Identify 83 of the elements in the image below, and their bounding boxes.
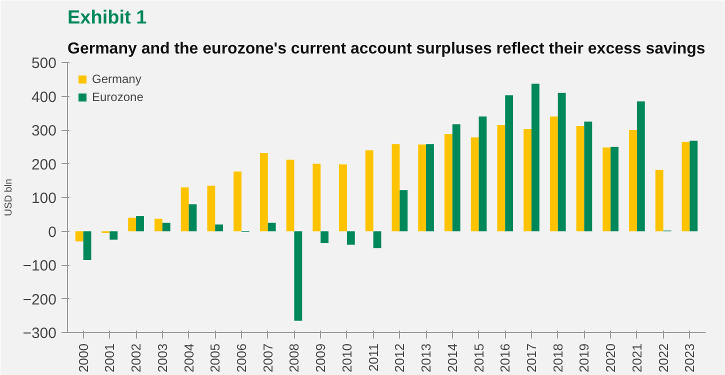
bar	[602, 148, 611, 232]
bar	[128, 218, 136, 232]
x-tick-label: 2011	[366, 343, 381, 372]
bar	[629, 130, 637, 232]
bar	[584, 122, 592, 232]
x-tick-label: 2022	[656, 344, 671, 372]
bar	[452, 124, 460, 232]
bar	[426, 144, 434, 232]
bar	[320, 231, 328, 244]
bar	[294, 231, 302, 321]
x-tick-label: 2023	[682, 344, 698, 372]
bar	[558, 92, 566, 232]
bar	[215, 224, 224, 232]
y-tick-label: 0	[48, 224, 56, 241]
x-tick-label: 2006	[234, 344, 249, 372]
y-tick-label: 100	[31, 190, 57, 207]
bar	[83, 231, 92, 260]
bar	[339, 164, 347, 232]
bar	[470, 137, 479, 232]
bar	[365, 150, 374, 232]
x-tick-label: 2002	[128, 344, 144, 372]
x-tick-label: 2010	[339, 344, 354, 372]
bar	[188, 204, 197, 232]
bar	[400, 190, 408, 232]
bar	[576, 126, 584, 232]
bar	[392, 144, 400, 232]
x-tick-label: 2000	[76, 344, 91, 372]
x-tick-label: 2021	[629, 344, 644, 372]
bar	[234, 172, 242, 232]
x-tick-label: 2007	[260, 344, 276, 372]
x-tick-label: 2018	[550, 344, 566, 372]
bar	[418, 144, 426, 232]
x-tick-label: 2012	[392, 344, 408, 372]
bar	[268, 222, 276, 232]
x-tick-label: 2017	[524, 344, 539, 372]
x-tick-label: 2019	[576, 344, 592, 372]
x-tick-label: 2001	[102, 344, 118, 372]
x-tick-label: 2005	[208, 344, 223, 372]
x-tick-label: 2020	[603, 344, 618, 372]
y-tick-label: −100	[22, 258, 57, 274]
y-tick-label: −300	[22, 325, 57, 342]
bar	[524, 128, 532, 232]
bar	[636, 101, 645, 232]
x-tick-label: 2009	[313, 344, 328, 372]
bar	[312, 164, 321, 232]
y-tick-label: 300	[31, 122, 57, 140]
y-tick-label: 200	[31, 156, 57, 174]
bar	[75, 231, 84, 242]
y-tick-label: 500	[31, 55, 57, 72]
bar	[136, 216, 144, 232]
bar	[346, 231, 355, 245]
x-tick-label: 2015	[471, 344, 486, 372]
bar	[110, 231, 118, 240]
x-tick-label: 2003	[154, 344, 170, 372]
legend-label: Eurozone	[92, 90, 144, 104]
bar	[655, 170, 664, 232]
bar	[690, 140, 698, 232]
y-tick-label: 400	[31, 88, 57, 106]
bar	[505, 95, 514, 232]
y-tick-label: −200	[22, 291, 57, 308]
bar	[497, 124, 506, 232]
bar	[260, 152, 268, 232]
x-tick-label: 2016	[498, 344, 513, 372]
chart-subtitle: Germany and the eurozone's current account surpluses reflect their excess savings	[68, 40, 706, 58]
bar	[286, 160, 294, 232]
y-axis-title: USD bln	[4, 178, 15, 216]
bar	[154, 218, 162, 232]
x-tick-label: 2014	[444, 344, 460, 372]
bar	[180, 187, 189, 232]
bar	[682, 142, 690, 232]
x-tick-label: 2004	[181, 344, 196, 372]
x-tick-label: 2013	[418, 344, 434, 372]
bar	[532, 84, 540, 232]
bar	[373, 231, 382, 248]
legend-label: Germany	[92, 72, 142, 86]
x-tick-label: 2008	[286, 344, 302, 372]
bar	[207, 186, 216, 232]
chart-title: Exhibit 1	[68, 8, 148, 28]
bar	[550, 116, 558, 232]
bar	[478, 116, 487, 232]
bar	[444, 134, 452, 232]
bar	[162, 222, 170, 232]
bar	[610, 146, 618, 232]
